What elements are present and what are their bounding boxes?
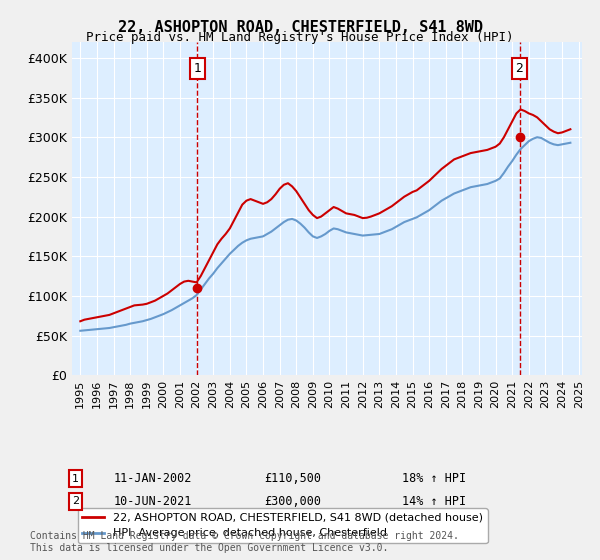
Text: £110,500: £110,500 (264, 472, 321, 486)
Legend: 22, ASHOPTON ROAD, CHESTERFIELD, S41 8WD (detached house), HPI: Average price, d: 22, ASHOPTON ROAD, CHESTERFIELD, S41 8WD… (77, 508, 488, 543)
Text: 2: 2 (72, 496, 79, 506)
Text: 1: 1 (72, 474, 79, 484)
Text: 11-JAN-2002: 11-JAN-2002 (114, 472, 193, 486)
Text: 1: 1 (193, 62, 201, 75)
Text: 10-JUN-2021: 10-JUN-2021 (114, 494, 193, 508)
Text: 18% ↑ HPI: 18% ↑ HPI (402, 472, 466, 486)
Text: £300,000: £300,000 (264, 494, 321, 508)
Text: 22, ASHOPTON ROAD, CHESTERFIELD, S41 8WD: 22, ASHOPTON ROAD, CHESTERFIELD, S41 8WD (118, 20, 482, 35)
Text: Contains HM Land Registry data © Crown copyright and database right 2024.: Contains HM Land Registry data © Crown c… (30, 531, 459, 541)
Text: 2: 2 (515, 62, 523, 75)
Text: 14% ↑ HPI: 14% ↑ HPI (402, 494, 466, 508)
Text: Price paid vs. HM Land Registry's House Price Index (HPI): Price paid vs. HM Land Registry's House … (86, 31, 514, 44)
Text: This data is licensed under the Open Government Licence v3.0.: This data is licensed under the Open Gov… (30, 543, 388, 553)
